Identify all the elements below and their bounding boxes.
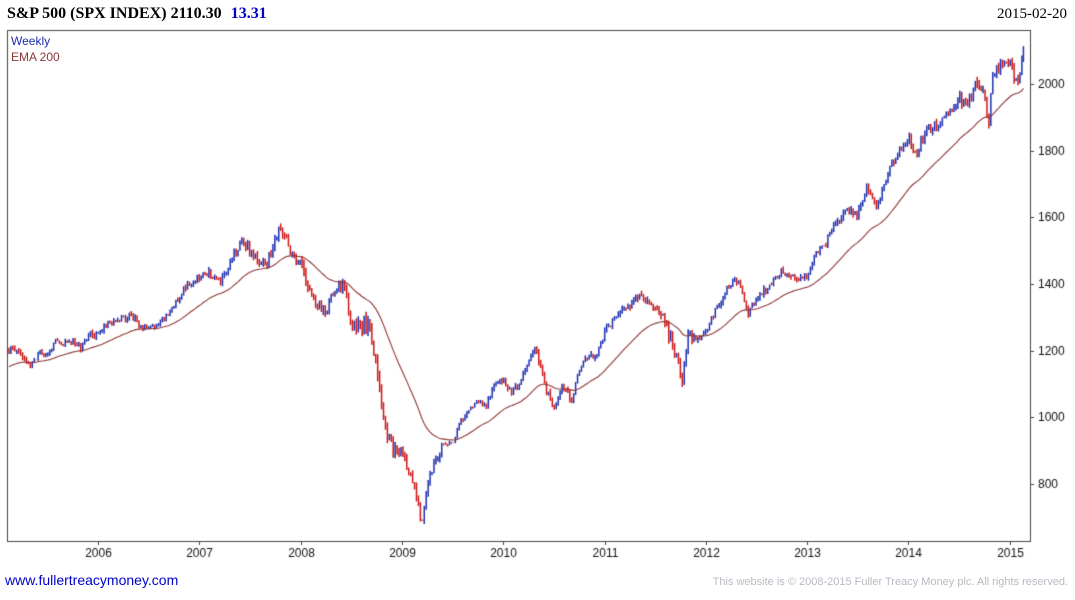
footer-link[interactable]: www.fullertreacymoney.com <box>5 572 179 588</box>
legend-ema: EMA 200 <box>11 50 60 64</box>
legend-weekly: Weekly <box>11 34 51 48</box>
chart-legend: Weekly EMA 200 <box>11 33 60 65</box>
chart-date: 2015-02-20 <box>997 6 1067 22</box>
chart-change: 13.31 <box>230 5 267 22</box>
chart-title: S&P 500 (SPX INDEX) 2110.30 <box>7 5 222 22</box>
chart-header: S&P 500 (SPX INDEX) 2110.30 13.31 <box>7 5 267 23</box>
footer-copyright: This website is © 2008-2015 Fuller Treac… <box>712 576 1068 588</box>
